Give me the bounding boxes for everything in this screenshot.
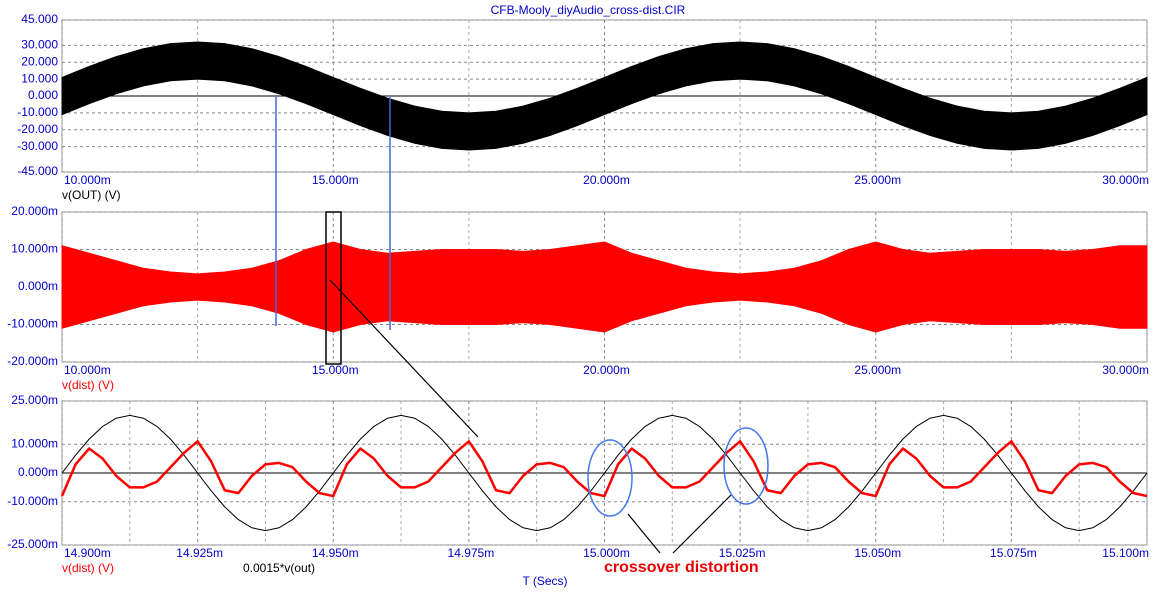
y-tick-label: 20.000 [21,54,58,68]
y-tick-label: -30.000 [17,139,58,153]
x-tick-label: 20.000m [583,173,630,187]
signal-band [61,241,1148,333]
legend-label: 0.0015*v(out) [243,561,315,575]
x-tick-label: 15.000m [312,363,359,377]
annotation: crossover distortion [604,559,759,576]
signal-line [61,414,1148,532]
x-tick-label: 10.000m [64,363,111,377]
pointer-line [672,494,732,554]
x-tick-label: 15.100m [1102,546,1149,560]
x-tick-label: 15.050m [854,546,901,560]
x-tick-label: 15.000m [583,546,630,560]
y-tick-label: 45.000 [21,12,58,26]
pointer-line [627,513,661,554]
y-tick-label: 30.000 [21,38,58,52]
highlight-ellipse [587,439,633,517]
x-tick-label: 20.000m [583,363,630,377]
y-tick-label: 0.000m [18,465,58,479]
x-tick-label: 30.000m [1102,363,1149,377]
y-tick-label: -20.000m [7,354,58,368]
y-tick-label: 10.000 [21,71,58,85]
y-tick-label: -20.000 [17,122,58,136]
y-tick-label: -10.000m [7,317,58,331]
y-tick-label: 0.000m [18,279,58,293]
y-tick-label: -10.000m [7,494,58,508]
x-tick-label: 14.925m [176,546,223,560]
y-tick-label: 0.000 [28,88,58,102]
legend-label: v(OUT) (V) [62,188,121,202]
y-tick-label: 10.000m [11,242,58,256]
x-tick-label: 15.075m [990,546,1037,560]
x-tick-label: 14.900m [64,546,111,560]
x-tick-label: 30.000m [1102,173,1149,187]
y-tick-label: 20.000m [11,204,58,218]
x-tick-label: 25.000m [854,173,901,187]
x-tick-label: 14.975m [448,546,495,560]
legend-label: v(dist) (V) [62,378,114,392]
x-tick-label: 25.000m [854,363,901,377]
zoom-box [325,211,342,365]
legend-label: v(dist) (V) [62,561,114,575]
y-tick-label: -10.000 [17,105,58,119]
highlight-ellipse [723,427,769,505]
x-axis-label: T (Secs) [522,574,567,588]
y-tick-label: 10.000m [11,436,58,450]
x-tick-label: 15.000m [312,173,359,187]
zoom-line [329,279,479,438]
annotations [275,97,769,554]
x-tick-label: 14.950m [312,546,359,560]
chart-title: CFB-Mooly_diyAudio_cross-dist.CIR [491,3,686,17]
x-tick-label: 15.025m [719,546,766,560]
plots: 45.000 30.000 20.000 10.000 0.000 -10.000 -20.… [7,3,1149,588]
y-tick-label: 25.000m [11,393,58,407]
x-tick-label: 10.000m [64,173,111,187]
y-tick-label: -45.000 [17,164,58,178]
y-tick-label: -25.000m [7,537,58,551]
signal-band [61,41,1148,151]
signal-line [60,440,1148,498]
